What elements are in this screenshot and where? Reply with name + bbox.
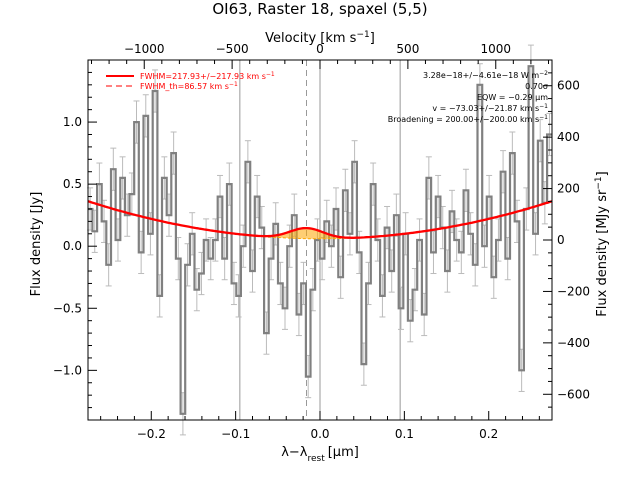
annotation-broadening: Broadening = 200.00+/−200.00 km s−1 — [388, 114, 548, 125]
spectrum-series — [88, 65, 552, 415]
annotation-flux: 3.28e−18+/−4.61e−18 W m−2 — [423, 70, 548, 81]
top-tick-label: −500 — [216, 42, 249, 56]
model-fit — [87, 200, 553, 240]
x-axis-label: λ−λrest [μm] — [281, 445, 359, 464]
annotation-eqw: EQW = −0.29 μm — [477, 93, 548, 102]
x-tick-label: 0.2 — [479, 427, 498, 441]
right-tick-label: −600 — [557, 387, 590, 401]
y-tick-label: 0.0 — [63, 239, 82, 253]
annotation-velocity: v = −73.03+/−21.87 km s−1 — [432, 103, 548, 114]
fit-line — [87, 200, 553, 239]
right-tick-label: −200 — [557, 284, 590, 298]
right-tick-label: 0 — [557, 233, 565, 247]
right-tick-label: −400 — [557, 336, 590, 350]
right-tick-label: 600 — [557, 79, 580, 93]
x-tick-label: 0.1 — [395, 427, 414, 441]
legend: FWHM=217.93+/−217.93 km s−1 FWHM_th=86.5… — [106, 71, 275, 92]
x-tick-label: −0.1 — [221, 427, 250, 441]
axes: −0.2 −0.1 0.0 0.1 0.2 −1000 −500 0 500 1000 −1.0 −0… — [53, 42, 590, 441]
top-tick-label: 0 — [316, 42, 324, 56]
x-tick-label: 0.0 — [310, 427, 329, 441]
y-tick-label: 0.5 — [63, 177, 82, 191]
spectrum-line — [88, 65, 552, 415]
legend-fwhm-th-label: FWHM_th=86.57 km s−1 — [140, 81, 238, 92]
legend-fwhm-label: FWHM=217.93+/−217.93 km s−1 — [140, 71, 275, 82]
top-axis-label: Velocity [km s−1] — [265, 30, 375, 46]
y-axis-label: Flux density [Jy] — [29, 192, 44, 297]
right-axis-label: Flux density [MJy sr−1] — [594, 171, 610, 316]
right-tick-label: 200 — [557, 182, 580, 196]
top-tick-label: 500 — [396, 42, 419, 56]
fit-annotations: 3.28e−18+/−4.61e−18 W m−2 0.70σ EQW = −0… — [388, 70, 548, 125]
top-tick-label: 1000 — [480, 42, 511, 56]
x-tick-label: −0.2 — [137, 427, 166, 441]
top-tick-label: −1000 — [124, 42, 165, 56]
annotation-significance: 0.70σ — [525, 82, 548, 91]
chart-title: OI63, Raster 18, spaxel (5,5) — [212, 0, 427, 18]
y-tick-label: −0.5 — [53, 301, 82, 315]
y-tick-label: 1.0 — [63, 115, 82, 129]
right-tick-label: 400 — [557, 130, 580, 144]
y-tick-label: −1.0 — [53, 363, 82, 377]
